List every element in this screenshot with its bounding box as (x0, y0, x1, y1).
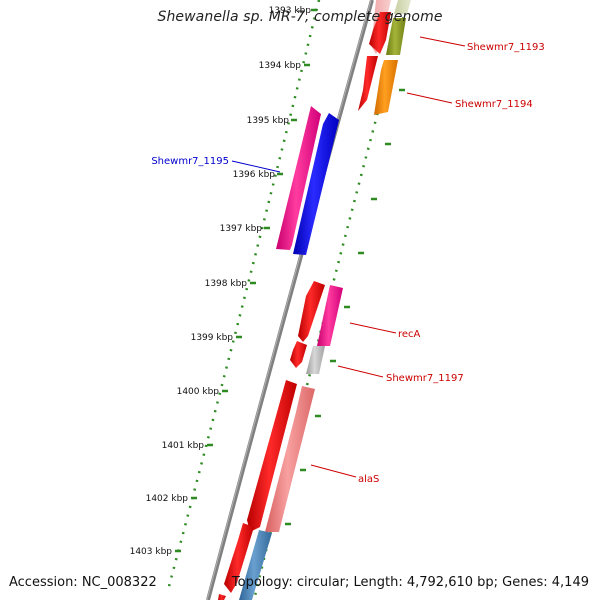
connector-1194 (406, 92, 453, 104)
tick-label-1399: 1399 kbp (191, 333, 234, 343)
tick-ring (166, 0, 321, 591)
tick-label-1394: 1394 kbp (259, 61, 302, 71)
connector-alaS (310, 464, 357, 478)
gene-feature-red-bottom-edge[interactable] (218, 594, 226, 600)
connector-1193 (419, 36, 466, 47)
gene-feature-red-alaS-a[interactable] (247, 380, 297, 532)
gene-feature-red-1193[interactable] (369, 12, 391, 54)
gene-label-shewmr7-1195[interactable]: Shewmr7_1195 (151, 156, 229, 167)
outer-ring-ticks (285, 88, 405, 526)
connector-1195 (231, 160, 281, 173)
label-connectors (231, 36, 466, 478)
connector-recA (349, 322, 397, 334)
tick-label-1403: 1403 kbp (130, 547, 173, 557)
gene-feature-red-1194a[interactable] (358, 56, 378, 111)
gene-feature-steelblue-bottom[interactable] (239, 530, 272, 600)
tick-label-1396: 1396 kbp (233, 170, 276, 180)
gene-feature-red-bottom[interactable] (224, 523, 254, 593)
gene-label-shewmr7-1197[interactable]: Shewmr7_1197 (386, 373, 464, 384)
gene-labels: Shewmr7_1193 Shewmr7_1194 Shewmr7_1195 r… (151, 42, 544, 485)
gene-feature-red-1197[interactable] (290, 341, 307, 368)
gene-feature-pink-1195[interactable] (276, 106, 321, 250)
gene-feature-orange-1194[interactable] (374, 60, 398, 115)
tick-label-1397: 1397 kbp (220, 224, 263, 234)
gene-label-shewmr7-1193[interactable]: Shewmr7_1193 (467, 42, 545, 53)
tick-label-1393: 1393 kbp (269, 6, 312, 16)
gene-feature-red-recA-a[interactable] (298, 281, 325, 342)
gene-feature-grey-1197[interactable] (306, 346, 325, 374)
gene-label-shewmr7-1194[interactable]: Shewmr7_1194 (455, 99, 533, 110)
tick-labels: 1393 kbp 1394 kbp 1395 kbp 1396 kbp 1397… (130, 6, 312, 557)
gene-feature-salmon-alaS[interactable] (265, 386, 315, 532)
tick-label-1402: 1402 kbp (146, 494, 189, 504)
gene-feature-olive-1193[interactable] (386, 18, 406, 55)
topology-text: Topology: circular; Length: 4,792,610 bp… (231, 575, 589, 590)
gene-feature-blue-1195[interactable] (293, 113, 339, 255)
gene-feature-pink-recA[interactable] (317, 285, 343, 346)
accession-text: Accession: NC_008322 (9, 575, 157, 590)
gene-label-reca[interactable]: recA (398, 329, 421, 340)
tick-label-1400: 1400 kbp (177, 387, 220, 397)
gene-feature-olive-top[interactable] (394, 0, 411, 14)
gene-label-alas[interactable]: alaS (358, 474, 379, 485)
tick-marks (175, 8, 317, 553)
backbone-highlight (206, 0, 372, 600)
tick-label-1398: 1398 kbp (205, 279, 248, 289)
tick-label-1401: 1401 kbp (162, 441, 205, 451)
map-title: Shewanella sp. MR-7, complete genome (157, 9, 443, 25)
backbone-ring (206, 0, 374, 600)
connector-1197 (337, 365, 384, 378)
tick-label-1395: 1395 kbp (247, 116, 290, 126)
